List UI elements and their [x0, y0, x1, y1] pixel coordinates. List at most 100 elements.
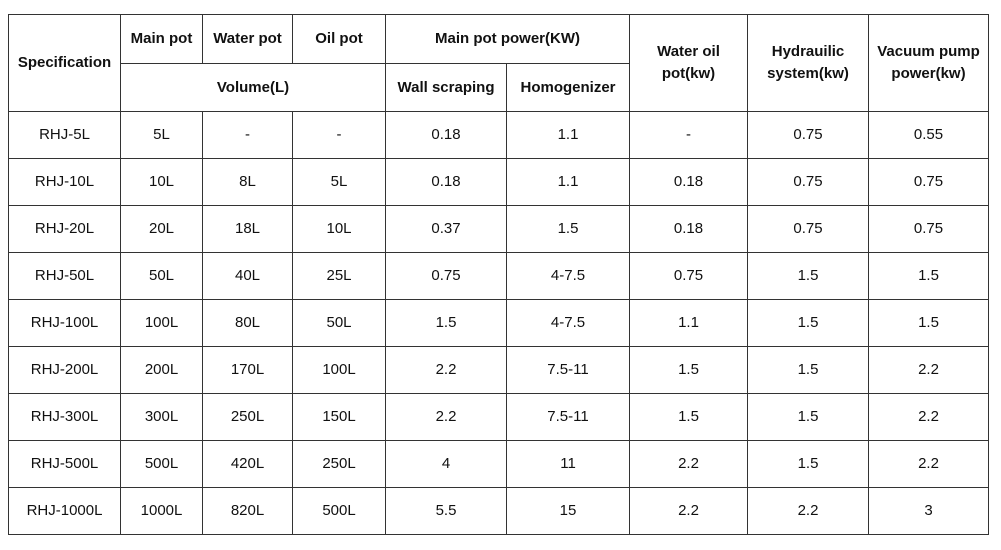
header-main-pot: Main pot: [120, 14, 203, 64]
cell-water-pot: -: [202, 111, 293, 159]
table-row: RHJ-100L 100L 80L 50L 1.5 4-7.5 1.1 1.5 1.5: [8, 299, 990, 347]
cell-homogenizer: 1.1: [505, 158, 631, 206]
cell-homogenizer: 1.5: [505, 205, 631, 253]
table-row: RHJ-1000L 1000L 820L 500L 5.5 15 2.2 2.2 3: [8, 487, 990, 535]
cell-spec: RHJ-300L: [8, 393, 121, 441]
header-wall-scraping: Wall scraping: [385, 63, 507, 112]
cell-main-pot: 50L: [120, 252, 203, 300]
cell-spec: RHJ-10L: [8, 158, 121, 206]
cell-hydraulic-system: 1.5: [747, 299, 870, 347]
cell-wall-scraping: 2.2: [385, 393, 507, 441]
cell-spec: RHJ-200L: [8, 346, 121, 394]
cell-main-pot: 5L: [120, 111, 203, 159]
cell-vacuum-pump: 0.75: [868, 205, 990, 253]
cell-main-pot: 100L: [120, 299, 203, 347]
header-specification: Specification: [8, 14, 121, 112]
table-row: RHJ-10L 10L 8L 5L 0.18 1.1 0.18 0.75 0.75: [8, 158, 990, 206]
table-row: RHJ-5L 5L - -0.18 1.1-0.75 0.55: [8, 111, 990, 159]
cell-oil-pot: 5L: [292, 158, 386, 206]
cell-water-oil-pot: 2.2: [629, 440, 749, 488]
cell-spec: RHJ-20L: [8, 205, 121, 253]
header-main-pot-power: Main pot power(KW): [384, 14, 631, 64]
cell-wall-scraping: 2.2: [385, 346, 507, 394]
cell-water-pot: 820L: [202, 487, 293, 535]
cell-wall-scraping: 0.75: [385, 252, 507, 300]
cell-vacuum-pump: 2.2: [868, 346, 990, 394]
cell-oil-pot: 100L: [292, 346, 386, 394]
header-row-top: Specification Main pot Water pot Oil pot…: [8, 14, 990, 112]
cell-spec: RHJ-50L: [8, 252, 121, 300]
cell-vacuum-pump: 1.5: [868, 252, 990, 300]
cell-water-oil-pot: 0.18: [629, 158, 749, 206]
header-homogenizer: Homogenizer: [505, 63, 631, 112]
cell-homogenizer: 11: [505, 440, 631, 488]
cell-hydraulic-system: 1.5: [747, 393, 870, 441]
header-hydraulic-system: Hydrauilic system(kw): [747, 14, 870, 112]
cell-vacuum-pump: 0.55: [868, 111, 990, 159]
table-body: RHJ-5L 5L - -0.18 1.1-0.75 0.55 RHJ-10L 10L 8L 5L…: [8, 111, 990, 535]
cell-water-pot: 80L: [202, 299, 293, 347]
cell-water-pot: 170L: [202, 346, 293, 394]
cell-wall-scraping: 4: [385, 440, 507, 488]
cell-water-oil-pot: 0.18: [629, 205, 749, 253]
cell-main-pot: 1000L: [120, 487, 203, 535]
cell-water-pot: 420L: [202, 440, 293, 488]
cell-oil-pot: 50L: [292, 299, 386, 347]
cell-hydraulic-system: 0.75: [747, 111, 870, 159]
cell-main-pot: 200L: [120, 346, 203, 394]
cell-hydraulic-system: 1.5: [747, 440, 870, 488]
cell-vacuum-pump: 0.75: [868, 158, 990, 206]
header-volume: Volume(L): [120, 63, 386, 112]
header-water-oil-pot: Water oil pot(kw): [629, 14, 749, 112]
table-row: RHJ-20L 20L 18L 10L 0.37 1.5 0.18 0.75 0.75: [8, 205, 990, 253]
cell-water-oil-pot: 2.2: [629, 487, 749, 535]
cell-homogenizer: 7.5-11: [505, 393, 631, 441]
cell-hydraulic-system: 2.2: [747, 487, 870, 535]
cell-hydraulic-system: 1.5: [747, 346, 870, 394]
cell-vacuum-pump: 3: [868, 487, 990, 535]
cell-homogenizer: 1.1: [505, 111, 631, 159]
cell-spec: RHJ-500L: [8, 440, 121, 488]
cell-wall-scraping: 0.37: [385, 205, 507, 253]
table-row: RHJ-500L 500L 420L 250L 4 11 2.2 1.5 2.2: [8, 440, 990, 488]
cell-hydraulic-system: 0.75: [747, 158, 870, 206]
cell-water-oil-pot: 1.1: [629, 299, 749, 347]
table-row: RHJ-300L 300L 250L 150L 2.2 7.5-11 1.5 1.5 2.2: [8, 393, 990, 441]
cell-oil-pot: -: [292, 111, 386, 159]
cell-homogenizer: 15: [505, 487, 631, 535]
header-vacuum-pump: Vacuum pump power(kw): [868, 14, 990, 112]
cell-wall-scraping: 0.18: [385, 158, 507, 206]
cell-main-pot: 10L: [120, 158, 203, 206]
cell-homogenizer: 4-7.5: [505, 252, 631, 300]
header-oil-pot: Oil pot: [292, 14, 386, 64]
cell-oil-pot: 250L: [292, 440, 386, 488]
cell-vacuum-pump: 1.5: [868, 299, 990, 347]
cell-main-pot: 20L: [120, 205, 203, 253]
cell-vacuum-pump: 2.2: [868, 440, 990, 488]
cell-homogenizer: 7.5-11: [505, 346, 631, 394]
cell-oil-pot: 500L: [292, 487, 386, 535]
cell-wall-scraping: 1.5: [385, 299, 507, 347]
cell-main-pot: 300L: [120, 393, 203, 441]
table-row: RHJ-50L 50L 40L 25L 0.75 4-7.5 0.75 1.5 1.5: [8, 252, 990, 300]
cell-water-oil-pot: 1.5: [629, 393, 749, 441]
cell-spec: RHJ-1000L: [8, 487, 121, 535]
cell-hydraulic-system: 0.75: [747, 205, 870, 253]
table-row: RHJ-200L 200L 170L 100L 2.2 7.5-11 1.5 1.5 2.2: [8, 346, 990, 394]
cell-water-pot: 18L: [202, 205, 293, 253]
specification-table: Specification Main pot Water pot Oil pot…: [8, 14, 990, 535]
cell-oil-pot: 10L: [292, 205, 386, 253]
header-row-bottom: Volume(L) Wall scraping Homogenizer: [9, 63, 989, 112]
cell-water-oil-pot: 0.75: [629, 252, 749, 300]
cell-vacuum-pump: 2.2: [868, 393, 990, 441]
cell-water-pot: 8L: [202, 158, 293, 206]
header-water-pot: Water pot: [202, 14, 293, 64]
cell-water-oil-pot: -: [629, 111, 749, 159]
cell-water-pot: 40L: [202, 252, 293, 300]
cell-oil-pot: 150L: [292, 393, 386, 441]
cell-homogenizer: 4-7.5: [505, 299, 631, 347]
cell-hydraulic-system: 1.5: [747, 252, 870, 300]
cell-water-oil-pot: 1.5: [629, 346, 749, 394]
cell-spec: RHJ-5L: [8, 111, 121, 159]
cell-spec: RHJ-100L: [8, 299, 121, 347]
